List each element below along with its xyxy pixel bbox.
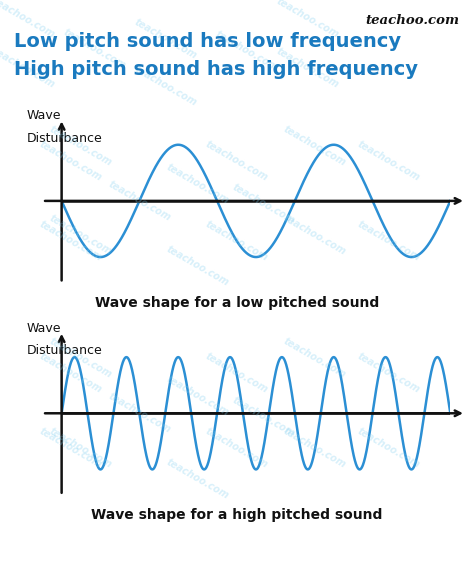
Text: Wave: Wave: [27, 321, 61, 335]
Text: teachoo.com: teachoo.com: [106, 179, 173, 223]
Text: teachoo.com: teachoo.com: [213, 29, 280, 73]
Text: teachoo.com: teachoo.com: [204, 351, 270, 395]
Text: teachoo.com: teachoo.com: [0, 0, 57, 40]
Text: teachoo.com: teachoo.com: [204, 219, 270, 263]
Text: teachoo.com: teachoo.com: [231, 183, 297, 226]
Text: Wave: Wave: [27, 109, 61, 122]
Text: teachoo.com: teachoo.com: [356, 219, 422, 263]
Text: teachoo.com: teachoo.com: [281, 214, 347, 257]
Text: teachoo.com: teachoo.com: [366, 14, 460, 28]
Text: teachoo.com: teachoo.com: [38, 426, 104, 470]
Text: teachoo.com: teachoo.com: [48, 336, 114, 380]
Text: teachoo.com: teachoo.com: [281, 124, 347, 168]
Text: teachoo.com: teachoo.com: [62, 27, 128, 71]
Text: teachoo.com: teachoo.com: [48, 426, 114, 470]
Text: teachoo.com: teachoo.com: [281, 336, 347, 380]
Text: High pitch sound has high frequency: High pitch sound has high frequency: [14, 60, 418, 79]
Text: teachoo.com: teachoo.com: [356, 139, 422, 183]
Text: teachoo.com: teachoo.com: [164, 457, 231, 501]
Text: teachoo.com: teachoo.com: [204, 139, 270, 183]
Text: teachoo.com: teachoo.com: [48, 124, 114, 168]
Text: teachoo.com: teachoo.com: [275, 46, 341, 90]
Text: teachoo.com: teachoo.com: [38, 139, 104, 183]
Text: teachoo.com: teachoo.com: [281, 426, 347, 470]
Text: teachoo.com: teachoo.com: [204, 426, 270, 470]
Text: teachoo.com: teachoo.com: [0, 46, 57, 90]
Text: Disturbance: Disturbance: [27, 132, 102, 145]
Text: teachoo.com: teachoo.com: [356, 426, 422, 470]
Text: teachoo.com: teachoo.com: [231, 395, 297, 439]
Text: teachoo.com: teachoo.com: [48, 214, 114, 257]
Text: teachoo.com: teachoo.com: [133, 17, 199, 61]
Text: teachoo.com: teachoo.com: [38, 219, 104, 263]
Text: Wave shape for a high pitched sound: Wave shape for a high pitched sound: [91, 508, 383, 522]
Text: teachoo.com: teachoo.com: [164, 374, 231, 418]
Text: teachoo.com: teachoo.com: [164, 245, 231, 288]
Text: teachoo.com: teachoo.com: [164, 162, 231, 205]
Text: teachoo.com: teachoo.com: [133, 64, 199, 108]
Text: Low pitch sound has low frequency: Low pitch sound has low frequency: [14, 32, 401, 51]
Text: Wave shape for a low pitched sound: Wave shape for a low pitched sound: [95, 296, 379, 309]
Text: teachoo.com: teachoo.com: [106, 391, 173, 435]
Text: Disturbance: Disturbance: [27, 344, 102, 357]
Text: teachoo.com: teachoo.com: [356, 351, 422, 395]
Text: teachoo.com: teachoo.com: [38, 351, 104, 395]
Text: teachoo.com: teachoo.com: [275, 0, 341, 40]
